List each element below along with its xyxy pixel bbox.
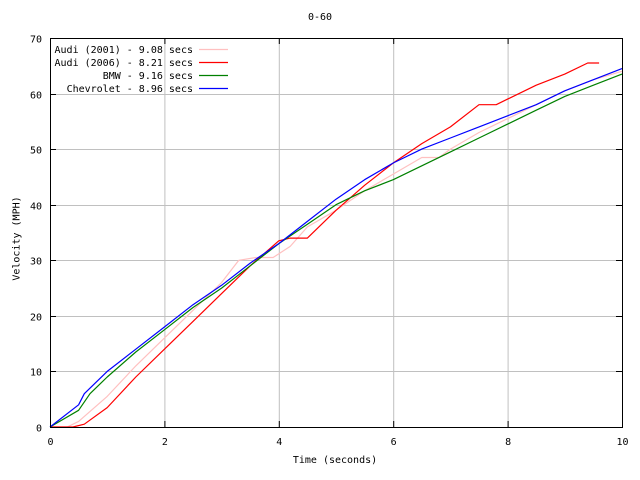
y-tick-label: 40 (30, 202, 42, 213)
legend-label: Audi (2006) - 8.21 secs (55, 58, 193, 69)
series-line (50, 70, 623, 428)
y-tick-label: 30 (30, 257, 42, 268)
y-tick-label: 0 (36, 424, 42, 435)
x-tick-label: 4 (276, 437, 282, 448)
y-tick-label: 50 (30, 146, 42, 157)
x-tick-label: 6 (391, 437, 397, 448)
x-tick-label: 8 (505, 437, 511, 448)
legend-label: Audi (2001) - 9.08 secs (55, 45, 193, 56)
series-line (49, 73, 623, 428)
x-tick-label: 10 (616, 437, 628, 448)
x-axis-label: Time (seconds) (292, 455, 378, 466)
chart-title: 0-60 (307, 12, 333, 23)
y-tick-label: 70 (30, 35, 42, 46)
legend-label: Chevrolet - 8.96 secs (67, 84, 193, 95)
legend-label: BMW - 9.16 secs (103, 71, 193, 82)
series-line (50, 62, 600, 428)
y-tick-label: 10 (30, 368, 42, 379)
y-axis-label: Velocity (MPH) (11, 196, 23, 281)
y-tick-label: 20 (30, 313, 42, 324)
y-tick-label: 60 (30, 91, 42, 102)
x-tick-label: 2 (162, 437, 168, 448)
plot-border (50, 38, 623, 428)
series-line (49, 68, 623, 428)
x-tick-label: 0 (47, 437, 53, 448)
